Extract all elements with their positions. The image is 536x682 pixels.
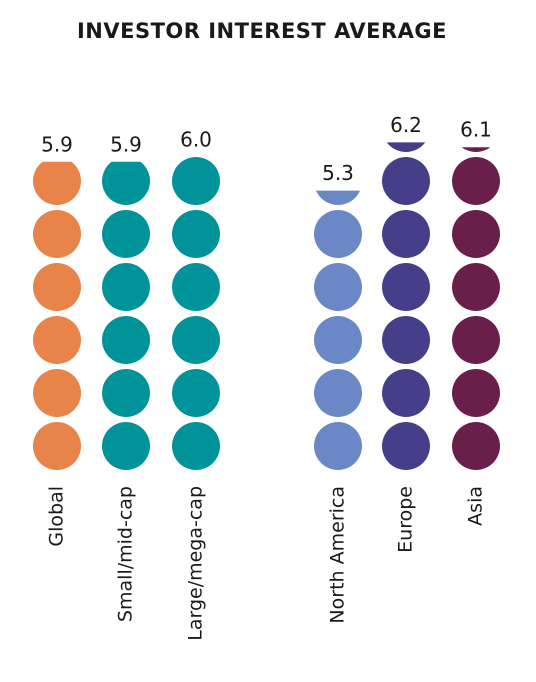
value-label: 6.1 (460, 118, 492, 142)
dot (172, 210, 220, 258)
value-label: 6.0 (180, 128, 212, 152)
dot (382, 157, 430, 205)
dot (172, 157, 220, 205)
dot (314, 422, 362, 470)
dot (314, 210, 362, 258)
dot (172, 422, 220, 470)
dot (33, 210, 81, 258)
category-label: Asia (465, 486, 487, 526)
dot (382, 210, 430, 258)
dot (452, 316, 500, 364)
dot (382, 316, 430, 364)
dot (314, 316, 362, 364)
value-label: 5.9 (41, 132, 73, 156)
dot (102, 263, 150, 311)
category-label: Small/mid-cap (115, 486, 137, 622)
dot (102, 422, 150, 470)
dot (382, 422, 430, 470)
value-label: 6.2 (390, 113, 422, 137)
dot (382, 369, 430, 417)
dot (452, 369, 500, 417)
dot (172, 369, 220, 417)
dot (33, 369, 81, 417)
dot (33, 263, 81, 311)
dot (172, 316, 220, 364)
value-label: 5.3 (322, 161, 354, 185)
dot (33, 316, 81, 364)
dot (452, 210, 500, 258)
dot (386, 142, 426, 152)
category-label: Large/mega-cap (185, 486, 207, 641)
dot (172, 263, 220, 311)
dot (452, 422, 500, 470)
dot (452, 263, 500, 311)
dot (33, 422, 81, 470)
dot (461, 147, 491, 152)
dot (452, 157, 500, 205)
dot (102, 161, 150, 205)
dot (314, 369, 362, 417)
category-label: Global (46, 486, 68, 547)
dot (102, 369, 150, 417)
chart-title: INVESTOR INTEREST AVERAGE (77, 19, 447, 43)
dot (316, 190, 360, 205)
dot (102, 210, 150, 258)
dot (314, 263, 362, 311)
dot (382, 263, 430, 311)
category-label: Europe (395, 486, 417, 553)
dot (33, 161, 81, 205)
value-label: 5.9 (110, 132, 142, 156)
dot (102, 316, 150, 364)
category-label: North America (327, 486, 349, 624)
